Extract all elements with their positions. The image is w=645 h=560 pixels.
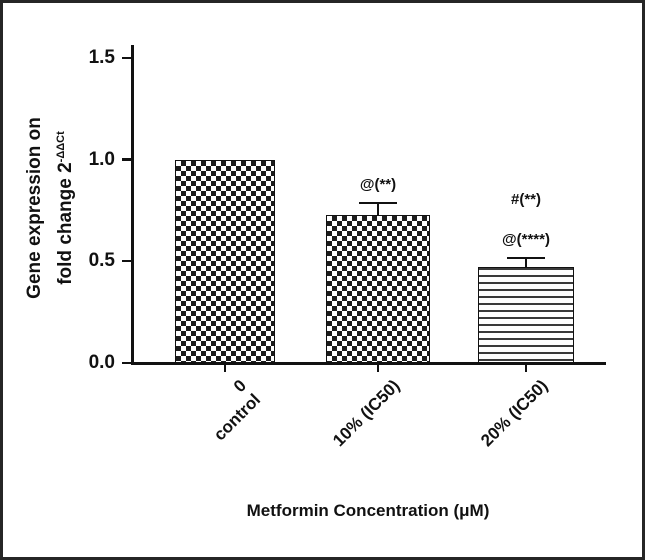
x-axis-tick [524,365,528,372]
error-bar-cap [507,256,545,260]
bar [175,159,275,363]
annotation: @(**) [359,176,397,194]
y-axis-title-exponent: -ΔΔCt [55,131,67,163]
y-axis-tick [122,158,131,161]
y-axis-tick [122,259,131,263]
y-axis-line [131,45,134,365]
y-axis-tick [122,56,131,59]
x-tick-label: 10% (IC50) [329,376,404,451]
annotation: #(**) [510,191,541,209]
error-bar-stem [524,257,528,268]
y-tick-label: 0.0 [88,352,115,373]
y-tick-label: 1.5 [88,47,115,68]
error-bar-stem [376,202,380,215]
y-axis-title: Gene expression on fold change 2-ΔΔCt [21,43,79,373]
annotation: @(****) [502,231,550,249]
y-axis-title-line1: Gene expression on [24,117,45,299]
x-tick-label: 0 control [210,376,265,445]
x-tick-label: 20% (IC50) [477,376,552,451]
x-axis-tick [223,365,227,372]
plot-inner: 0.0 0.5 1.0 1.5 0 control @(**) 10% (IC50) #(**… [89,45,606,450]
x-axis-tick [376,365,380,372]
y-tick-label: 1.0 [88,148,115,170]
annotation-group: @(**) [303,176,453,193]
annotation-group: #(**) @(****) [451,191,601,248]
error-bar-cap [359,201,397,205]
y-axis-title-line2: fold change 2-ΔΔCt [48,43,79,373]
bar [478,267,574,363]
bar [326,214,430,363]
x-axis-line [131,362,606,365]
y-axis-tick [122,361,131,364]
y-tick-label: 0.5 [88,250,115,272]
x-axis-title: Metformin Concentration (μM) [246,501,490,520]
